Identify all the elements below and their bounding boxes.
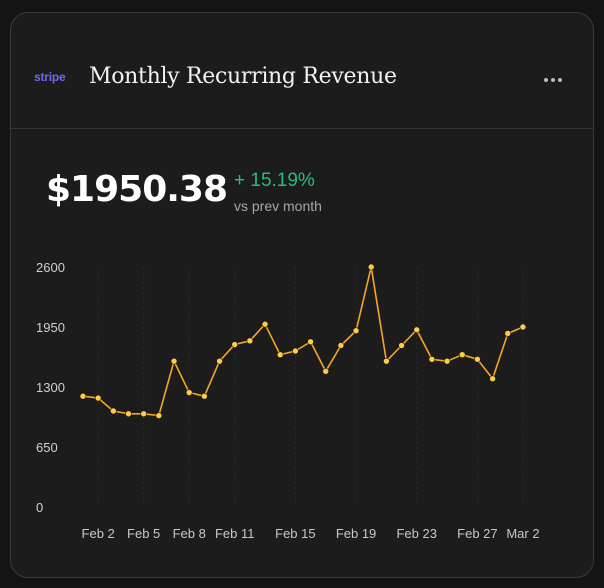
data-point bbox=[185, 389, 193, 396]
stripe-logo: stripe bbox=[34, 70, 66, 84]
card-title: Monthly Recurring Revenue bbox=[89, 64, 397, 89]
data-point bbox=[276, 351, 284, 358]
data-point bbox=[367, 263, 375, 271]
x-tick-label: Feb 15 bbox=[275, 526, 315, 541]
data-point bbox=[428, 356, 436, 363]
data-point bbox=[110, 407, 117, 415]
data-point bbox=[489, 375, 496, 382]
series-points bbox=[79, 263, 527, 419]
x-tick-label: Feb 23 bbox=[396, 526, 436, 541]
x-tick-label: Mar 2 bbox=[506, 526, 539, 541]
chart-grid bbox=[97, 267, 524, 507]
x-tick-label: Feb 2 bbox=[82, 526, 115, 541]
data-point bbox=[201, 392, 208, 400]
data-point bbox=[307, 338, 314, 346]
data-point bbox=[398, 342, 405, 349]
data-point bbox=[140, 410, 147, 418]
data-point bbox=[474, 356, 481, 363]
y-tick-label: 1950 bbox=[36, 320, 65, 335]
data-point bbox=[322, 368, 330, 375]
x-tick-label: Feb 11 bbox=[215, 526, 255, 541]
data-point bbox=[519, 323, 527, 331]
x-tick-label: Feb 27 bbox=[457, 526, 497, 541]
data-point bbox=[170, 357, 178, 365]
data-point bbox=[216, 357, 223, 365]
more-dot bbox=[544, 78, 548, 82]
data-point bbox=[231, 341, 238, 348]
data-point bbox=[155, 412, 163, 419]
x-axis: Feb 2 Feb 5 Feb 8 Feb 11 Feb 15 Feb 19 Feb 23 F… bbox=[82, 526, 540, 541]
metric-value: $1950.38 bbox=[46, 169, 228, 210]
data-point bbox=[413, 326, 421, 334]
data-point bbox=[458, 351, 466, 358]
x-tick-label: Feb 5 bbox=[127, 526, 160, 541]
series-line bbox=[82, 266, 524, 417]
more-dot bbox=[558, 78, 562, 82]
x-tick-label: Feb 19 bbox=[336, 526, 376, 541]
card-header: stripe Monthly Recurring Revenue bbox=[11, 13, 593, 129]
more-dot bbox=[551, 78, 555, 82]
mrr-card: stripe Monthly Recurring Revenue $1950.3… bbox=[10, 12, 594, 578]
data-point bbox=[246, 337, 254, 345]
more-options-icon[interactable] bbox=[537, 71, 569, 89]
data-point bbox=[352, 327, 360, 334]
data-point bbox=[383, 357, 390, 365]
y-tick-label: 2600 bbox=[36, 260, 65, 275]
y-tick-label: 1300 bbox=[36, 380, 65, 395]
data-point bbox=[79, 392, 87, 400]
data-point bbox=[443, 357, 451, 365]
y-tick-label: 0 bbox=[36, 500, 43, 515]
data-point bbox=[292, 347, 299, 355]
data-point bbox=[337, 342, 345, 349]
data-point bbox=[504, 330, 512, 337]
metric-change: + 15.19% bbox=[234, 170, 315, 191]
data-point bbox=[94, 394, 102, 402]
metric-change-caption: vs prev month bbox=[234, 198, 322, 214]
data-point bbox=[261, 320, 269, 328]
y-tick-label: 650 bbox=[36, 440, 58, 455]
y-axis: 0 650 1300 1950 2600 bbox=[36, 260, 65, 515]
x-tick-label: Feb 8 bbox=[173, 526, 206, 541]
data-point bbox=[125, 410, 132, 418]
